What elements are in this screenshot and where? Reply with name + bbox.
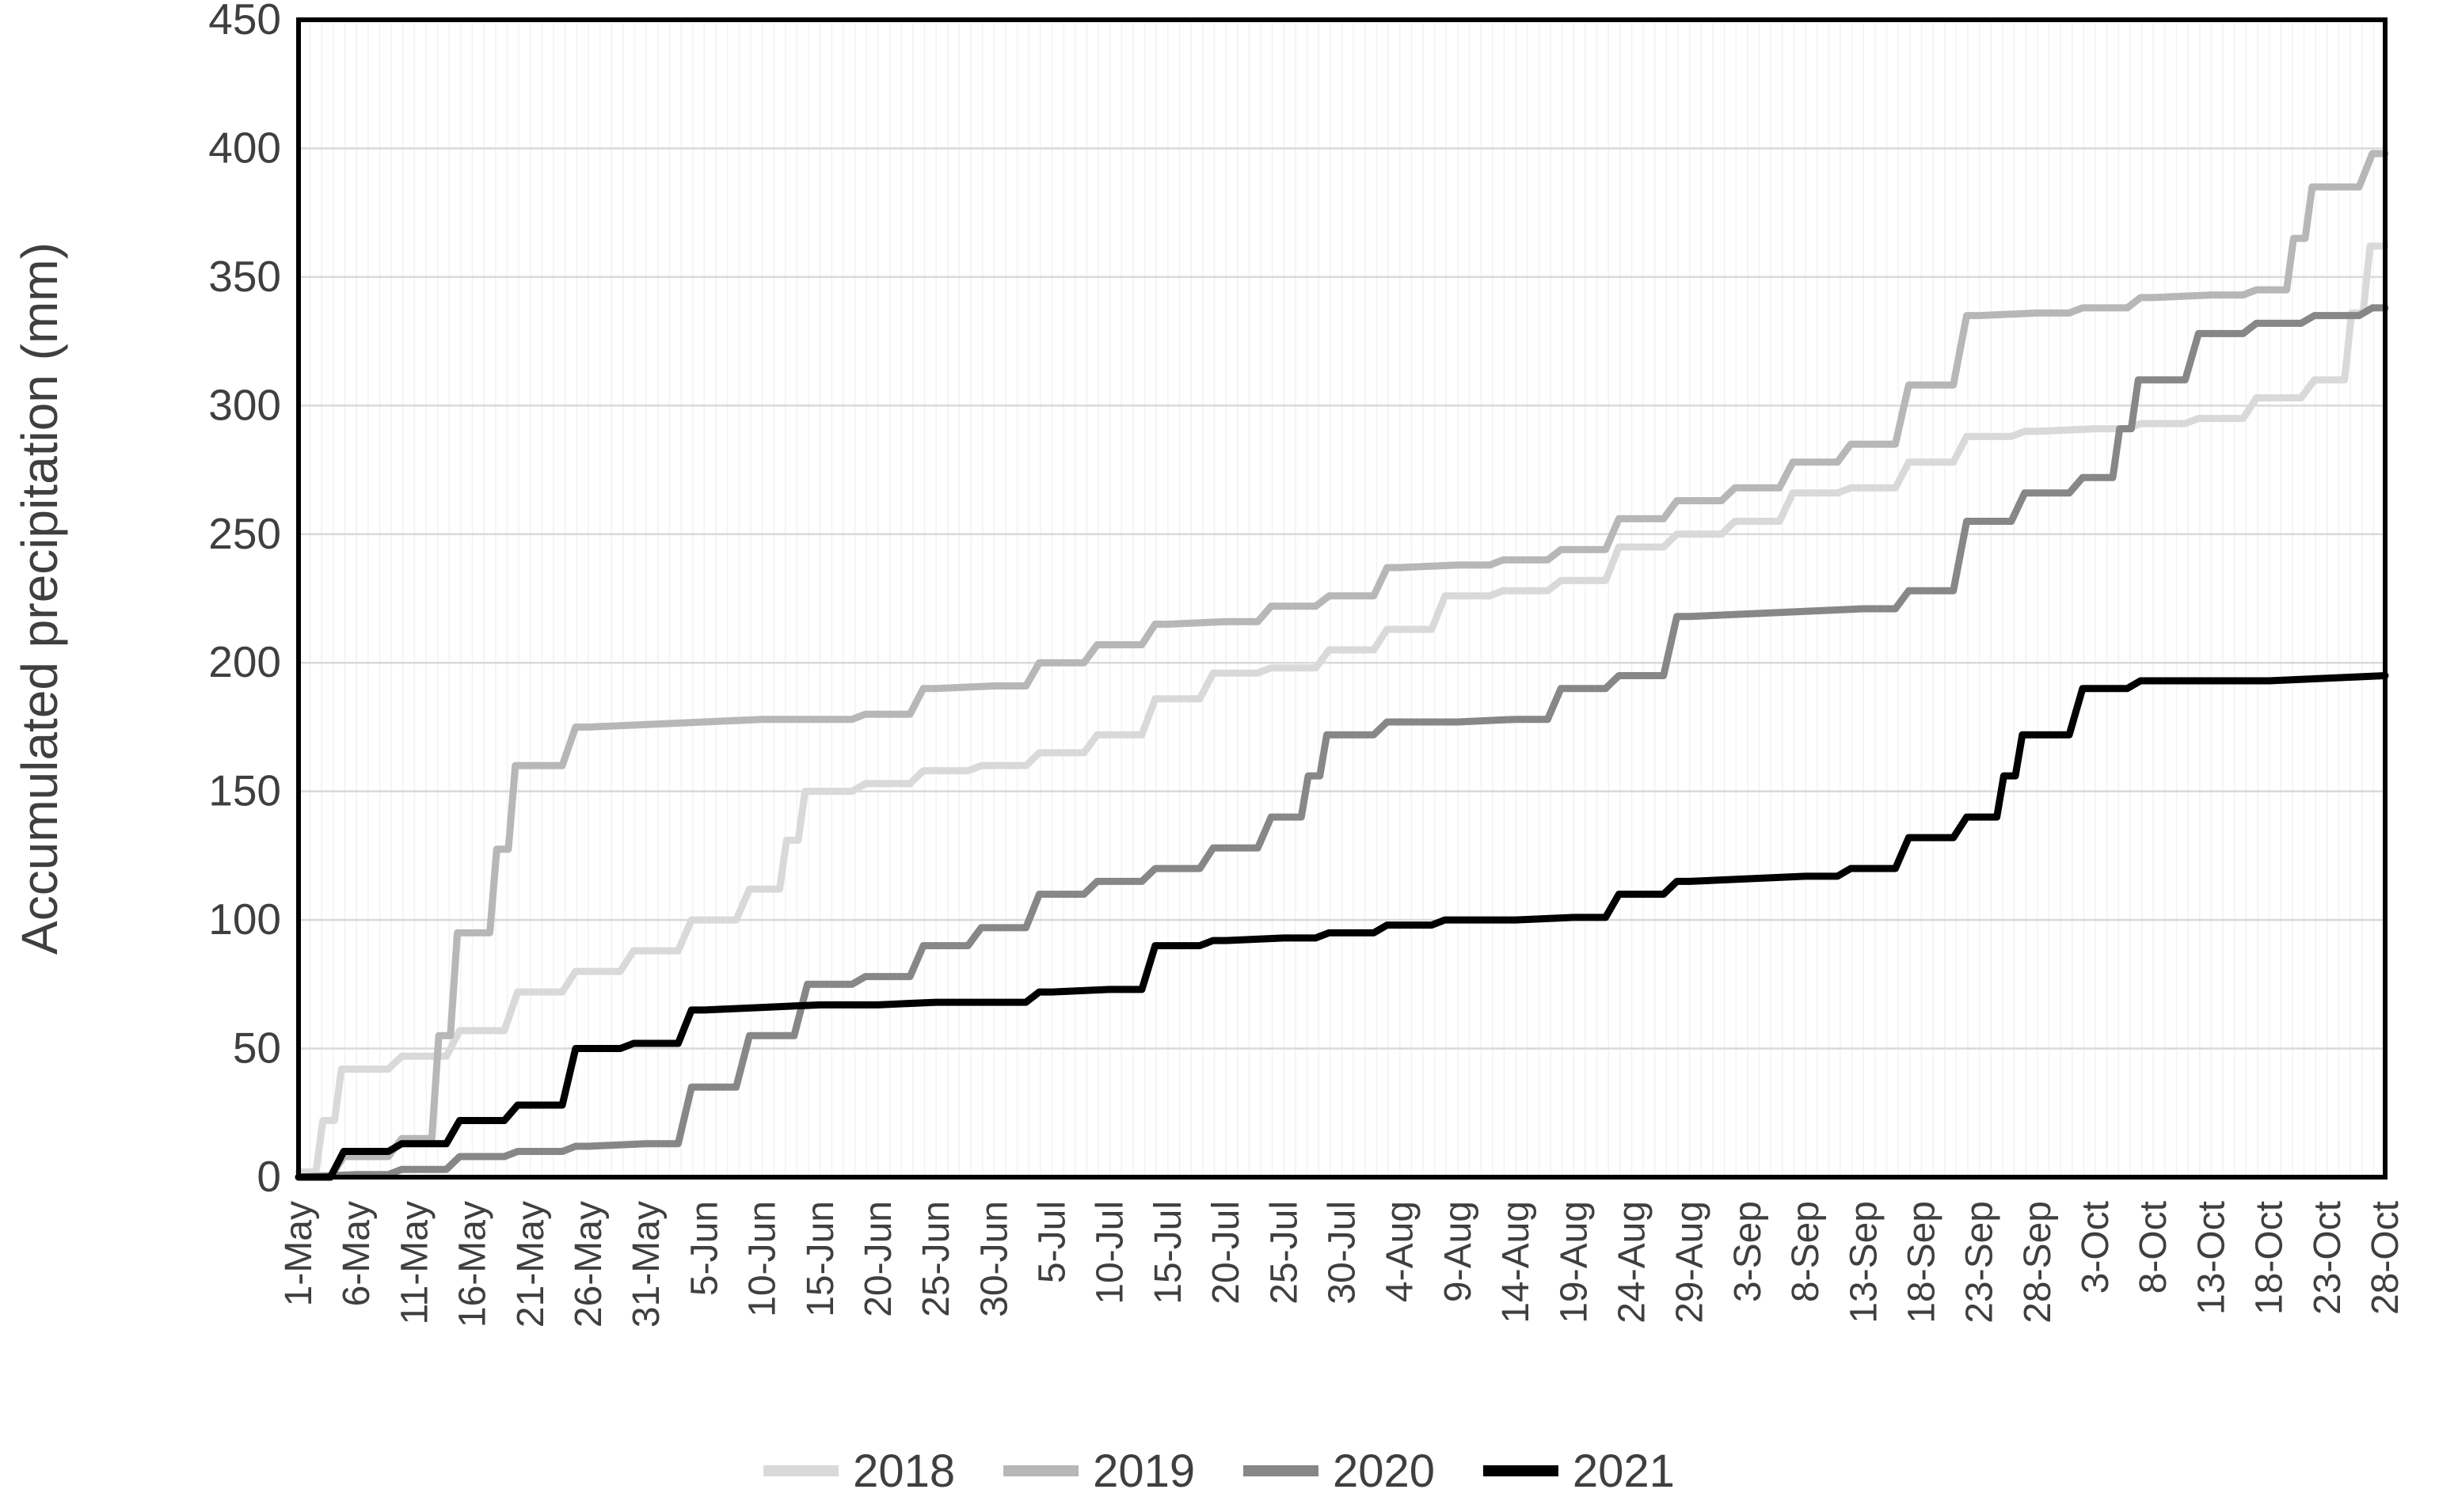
x-tick-label: 31-May [626, 1201, 668, 1328]
y-axis-title: Accumulated precipitation (mm) [11, 242, 68, 955]
x-tick-label: 10-Jun [742, 1201, 784, 1317]
y-tick-label: 150 [208, 766, 281, 815]
series-line-2019 [295, 150, 2389, 1181]
x-tick-label: 23-Oct [2307, 1201, 2349, 1315]
x-tick-label: 20-Jun [858, 1201, 900, 1317]
legend-label-2019: 2019 [1093, 1446, 1195, 1497]
x-tick-label: 16-May [452, 1201, 494, 1328]
y-tick-label: 400 [208, 123, 281, 172]
plot-border [296, 17, 2388, 1180]
x-tick-label: 30-Jul [1322, 1201, 1364, 1305]
series-line-2018 [295, 242, 2389, 1176]
x-tick-label: 15-Jun [800, 1201, 842, 1317]
legend-label-2018: 2018 [853, 1446, 955, 1497]
legend-label-2020: 2020 [1333, 1446, 1435, 1497]
x-tick-label: 28-Sep [2017, 1201, 2059, 1324]
x-tick-label: 13-Oct [2190, 1201, 2232, 1315]
series-line-2021 [295, 671, 2389, 1181]
x-tick-label: 30-Jun [973, 1201, 1015, 1317]
x-tick-label: 28-Oct [2365, 1201, 2407, 1315]
x-tick-label: 21-May [510, 1201, 552, 1328]
x-tick-label: 10-Jul [1090, 1201, 1132, 1305]
x-tick-label: 9-Aug [1437, 1201, 1479, 1302]
y-tick-label: 50 [233, 1024, 281, 1073]
y-tick-label: 250 [208, 509, 281, 558]
y-tick-label: 0 [257, 1152, 281, 1201]
x-tick-label: 8-Oct [2133, 1201, 2175, 1294]
legend-item-2019: 2019 [1003, 1446, 1195, 1497]
x-tick-label: 3-Sep [1727, 1201, 1769, 1302]
y-tick-label: 350 [208, 252, 281, 301]
x-tick-label: 26-May [568, 1201, 610, 1328]
x-tick-label: 5-Jun [683, 1201, 725, 1296]
x-tick-label: 8-Sep [1785, 1201, 1827, 1302]
x-tick-label: 19-Aug [1553, 1201, 1595, 1324]
x-tick-label: 6-May [336, 1201, 378, 1306]
series-line-2020 [295, 304, 2389, 1181]
x-tick-label: 25-Jun [915, 1201, 957, 1317]
x-tick-label: 18-Sep [1901, 1201, 1942, 1324]
y-tick-label: 450 [208, 0, 281, 44]
x-tick-label: 29-Aug [1669, 1201, 1711, 1324]
legend-item-2021: 2021 [1482, 1446, 1675, 1497]
x-tick-label: 5-Jul [1032, 1201, 1074, 1283]
x-tick-label: 1-May [278, 1201, 320, 1306]
x-tick-label: 18-Oct [2249, 1201, 2291, 1315]
x-tick-label: 20-Jul [1205, 1201, 1247, 1305]
x-tick-label: 14-Aug [1495, 1201, 1537, 1324]
x-tick-label: 25-Jul [1263, 1201, 1305, 1305]
x-tick-label: 11-May [394, 1201, 436, 1325]
y-tick-label: 100 [208, 895, 281, 944]
x-tick-label: 23-Sep [1959, 1201, 2001, 1324]
y-tick-label: 300 [208, 380, 281, 429]
x-tick-label: 24-Aug [1611, 1201, 1653, 1324]
legend-item-2018: 2018 [763, 1446, 955, 1497]
legend-item-2020: 2020 [1243, 1446, 1435, 1497]
y-tick-label: 200 [208, 637, 281, 686]
x-tick-label: 3-Oct [2075, 1201, 2117, 1294]
x-tick-label: 4-Aug [1379, 1201, 1421, 1302]
x-tick-label: 13-Sep [1843, 1201, 1885, 1324]
legend-label-2021: 2021 [1573, 1446, 1675, 1497]
x-tick-label: 15-Jul [1147, 1201, 1189, 1305]
